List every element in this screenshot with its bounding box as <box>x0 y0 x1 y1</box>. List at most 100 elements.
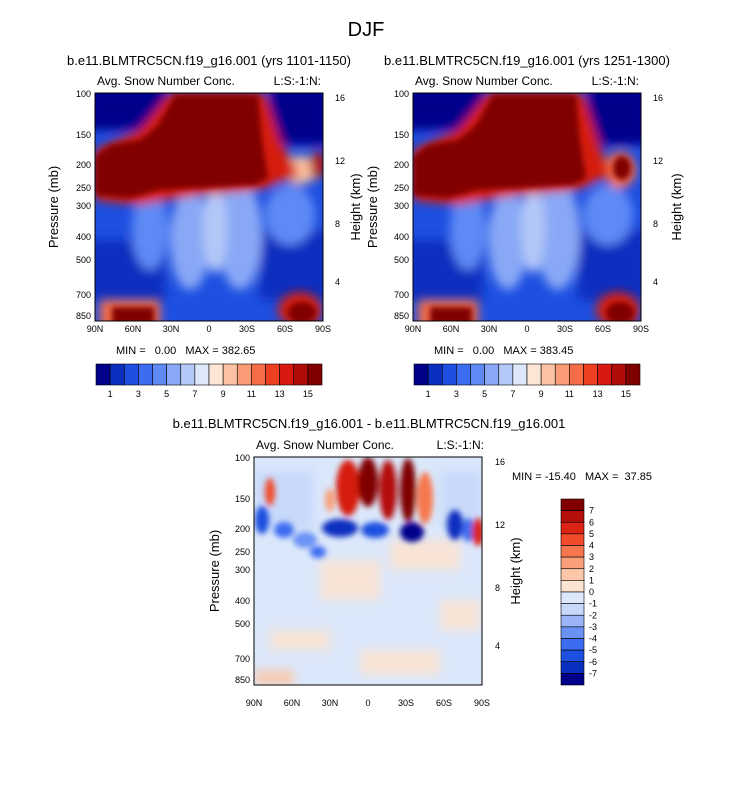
field-pos-cell <box>417 472 433 524</box>
colorbar-label: 1 <box>426 389 431 399</box>
colorbar-swatch <box>265 363 280 386</box>
field-neg-band <box>310 546 326 558</box>
y-tick-label: 700 <box>235 654 250 664</box>
y-axis-label-right: Height (km) <box>508 537 523 604</box>
heatmap-field <box>95 93 323 321</box>
y-tick-label: 300 <box>76 201 91 211</box>
x-tick-label: 90S <box>474 698 490 708</box>
colorbar-label: -3 <box>589 622 597 632</box>
y-tick-label: 400 <box>76 232 91 242</box>
y-tick-label: 500 <box>235 619 250 629</box>
panel-title: b.e11.BLMTRC5CN.f19_g16.001 (yrs 1101-11… <box>67 53 351 68</box>
panel-bottom: b.e11.BLMTRC5CN.f19_g16.001 - b.e11.BLMT… <box>173 416 652 708</box>
y-tick-label-right: 8 <box>495 583 500 593</box>
units-label: L:S:-1:N: <box>274 74 321 88</box>
colorbar-label: -1 <box>589 599 597 609</box>
colorbar-swatch <box>279 363 295 386</box>
field-pos-cell <box>336 460 360 516</box>
colorbar-swatch <box>180 363 196 386</box>
field-tropical-light <box>170 190 210 290</box>
colorbar-swatch <box>560 673 585 686</box>
field-sh-cell-core <box>310 151 323 179</box>
field-mid-light <box>265 185 315 245</box>
x-tick-label: 60N <box>125 324 142 334</box>
field-surface-sh-core <box>606 302 634 321</box>
x-tick-label: 0 <box>365 698 370 708</box>
colorbar-swatch <box>560 568 585 581</box>
x-ticks: 90N 60N 30N 0 30S 60S 90S <box>405 324 649 334</box>
colorbar-label: -2 <box>589 610 597 620</box>
field-pos-cell <box>325 488 335 512</box>
y-tick-label: 150 <box>235 494 250 504</box>
colorbar-swatch <box>569 363 584 386</box>
colorbar-swatch <box>441 363 457 386</box>
colorbar-label: 13 <box>275 389 285 399</box>
field-mid-light <box>583 185 633 245</box>
field-neg-band <box>361 522 389 538</box>
colorbar-swatch <box>560 638 585 651</box>
y-ticks-left: 100 150 200 250 300 400 500 700 850 <box>76 89 91 321</box>
colorbar-swatch <box>166 363 182 386</box>
colorbar-swatch <box>597 363 613 386</box>
x-tick-label: 90N <box>405 324 422 334</box>
y-ticks-left: 100 150 200 250 300 400 500 700 850 <box>394 89 409 321</box>
colorbar-label: 1 <box>108 389 113 399</box>
x-tick-label: 60N <box>284 698 301 708</box>
colorbar-swatch <box>560 521 585 535</box>
y-axis-label: Pressure (mb) <box>46 166 61 248</box>
field-neg-band <box>400 522 424 542</box>
y-axis-label: Pressure (mb) <box>207 530 222 612</box>
field-label: Avg. Snow Number Conc. <box>97 74 235 88</box>
x-tick-label: 90S <box>315 324 331 334</box>
colorbar-label: 9 <box>539 389 544 399</box>
y-axis-label: Pressure (mb) <box>365 166 380 248</box>
field-pos-cell <box>358 457 378 507</box>
colorbar-swatch <box>484 363 500 386</box>
y-ticks-right: 16 12 8 4 <box>495 457 505 651</box>
y-tick-label: 100 <box>76 89 91 99</box>
colorbar-label: 6 <box>589 517 594 527</box>
colorbar-swatch <box>251 363 266 386</box>
colorbar-swatch <box>138 363 153 386</box>
x-tick-label: 30N <box>481 324 498 334</box>
field-upper-deep <box>270 93 323 145</box>
x-tick-label: 0 <box>206 324 211 334</box>
field-pos-patch <box>320 560 380 600</box>
panel-title: b.e11.BLMTRC5CN.f19_g16.001 (yrs 1251-13… <box>384 53 670 68</box>
colorbar-swatch <box>470 363 485 386</box>
y-tick-label: 850 <box>76 311 91 321</box>
colorbar-swatch <box>307 363 323 386</box>
y-tick-label: 200 <box>76 160 91 170</box>
y-tick-label-right: 8 <box>335 219 340 229</box>
field-neg-band <box>274 522 294 538</box>
y-tick-label: 850 <box>235 675 250 685</box>
colorbar-label: 1 <box>589 575 594 585</box>
colorbar-swatch <box>560 580 585 593</box>
colorbar-swatch <box>560 545 585 558</box>
colorbar-swatch <box>560 556 585 570</box>
y-tick-label: 100 <box>394 89 409 99</box>
field-neg-band <box>255 506 269 534</box>
colorbar: 76 5 43 21 0 -1-2 -3 -4-5 -6-7 <box>560 498 597 686</box>
colorbar-swatch <box>526 363 542 386</box>
y-tick-label: 700 <box>76 290 91 300</box>
colorbar-swatch <box>427 363 443 386</box>
y-ticks-right: 16 12 8 4 <box>335 93 345 287</box>
y-tick-label: 400 <box>394 232 409 242</box>
colorbar-label: 7 <box>510 389 515 399</box>
field-neg-band <box>462 518 474 542</box>
x-tick-label: 60S <box>277 324 293 334</box>
colorbar-label: 15 <box>621 389 631 399</box>
field-pos-patch <box>254 670 294 685</box>
x-tick-label: 0 <box>524 324 529 334</box>
colorbar-label: 11 <box>565 389 574 399</box>
y-tick-label-right: 12 <box>653 156 663 166</box>
colorbar-swatch <box>236 363 252 386</box>
colorbar-swatch <box>560 510 585 523</box>
y-ticks-left: 100 150 200 250 300 400 500 700 850 <box>235 453 250 685</box>
colorbar-swatch <box>560 614 585 628</box>
y-tick-label-right: 4 <box>495 641 500 651</box>
colorbar-swatch <box>293 363 309 386</box>
x-tick-label: 90S <box>633 324 649 334</box>
colorbar-swatch <box>554 363 570 386</box>
